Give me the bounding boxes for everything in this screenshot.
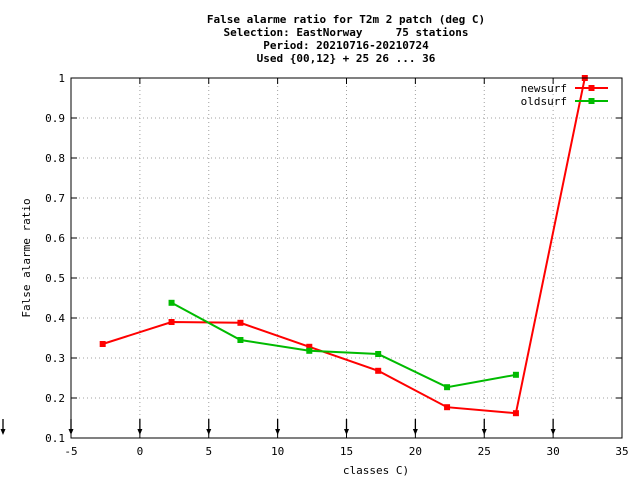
data-point — [306, 343, 313, 350]
x-tick-label: 10 — [271, 445, 284, 458]
down-arrow-icon — [206, 419, 212, 435]
y-tick-label: 0.5 — [45, 272, 65, 285]
data-point — [375, 367, 382, 374]
data-point — [444, 404, 451, 411]
down-arrow-icon — [137, 419, 143, 435]
legend-marker — [588, 98, 595, 104]
y-axis-label: False alarme ratio — [20, 198, 33, 317]
legend-label: newsurf — [521, 82, 567, 95]
chart-title-line-4: Used {00,12} + 25 26 ... 36 — [257, 52, 436, 65]
x-axis-label: classes C) — [343, 464, 409, 477]
x-tick-label: 0 — [137, 445, 144, 458]
down-arrow-icon — [481, 419, 487, 435]
data-point — [444, 384, 451, 391]
x-tick-label: 20 — [409, 445, 422, 458]
x-tick-label: -5 — [64, 445, 77, 458]
x-tick-label: 15 — [340, 445, 353, 458]
chart-title-line-1: False alarme ratio for T2m 2 patch (deg … — [207, 13, 485, 26]
x-tick-label: 5 — [205, 445, 212, 458]
legend-marker — [588, 85, 595, 91]
y-tick-label: 0.6 — [45, 232, 65, 245]
legend-label: oldsurf — [521, 95, 567, 108]
down-arrow-icon — [550, 419, 556, 435]
y-tick-label: 0.2 — [45, 392, 65, 405]
chart-title-line-3: Period: 20210716-20210724 — [263, 39, 429, 52]
data-point — [99, 341, 106, 347]
plot-frame — [70, 77, 623, 439]
data-point — [168, 319, 175, 325]
arrow-markers — [0, 419, 556, 435]
series-newsurf — [99, 75, 588, 417]
legend-item-oldsurf: oldsurf — [521, 95, 608, 108]
data-point — [512, 410, 519, 417]
axis-ticks: -5 0 5 10 15 20 25 30 35 0.1 0.2 0.3 0.4 0.5 0.6 0.7 0.8… — [45, 72, 629, 458]
y-tick-label: 0.7 — [45, 192, 65, 205]
y-tick-label: 0.9 — [45, 112, 65, 125]
x-tick-label: 30 — [547, 445, 560, 458]
data-point — [237, 337, 244, 343]
series-line-oldsurf — [171, 301, 517, 389]
y-tick-label: 0.1 — [45, 432, 65, 445]
data-point — [512, 371, 519, 378]
data-point — [375, 351, 382, 357]
down-arrow-icon — [344, 419, 349, 435]
data-point — [306, 347, 313, 354]
y-tick-label: 1 — [58, 72, 65, 85]
chart-title-line-2: Selection: EastNorway 75 stations — [223, 26, 468, 39]
data-point — [237, 319, 244, 326]
y-tick-label: 0.8 — [45, 152, 65, 165]
grid — [71, 78, 622, 438]
x-tick-label: 25 — [478, 445, 491, 458]
legend-item-newsurf: newsurf — [521, 82, 608, 95]
down-arrow-icon — [412, 419, 418, 435]
x-tick-label: 35 — [615, 445, 628, 458]
data-point — [168, 299, 175, 306]
series-lines — [99, 75, 588, 417]
y-tick-label: 0.3 — [45, 352, 65, 365]
series-line-newsurf — [102, 77, 586, 415]
down-arrow-icon — [275, 419, 281, 435]
series-oldsurf — [168, 299, 519, 391]
down-arrow-icon — [0, 419, 6, 435]
y-tick-label: 0.4 — [45, 312, 65, 325]
